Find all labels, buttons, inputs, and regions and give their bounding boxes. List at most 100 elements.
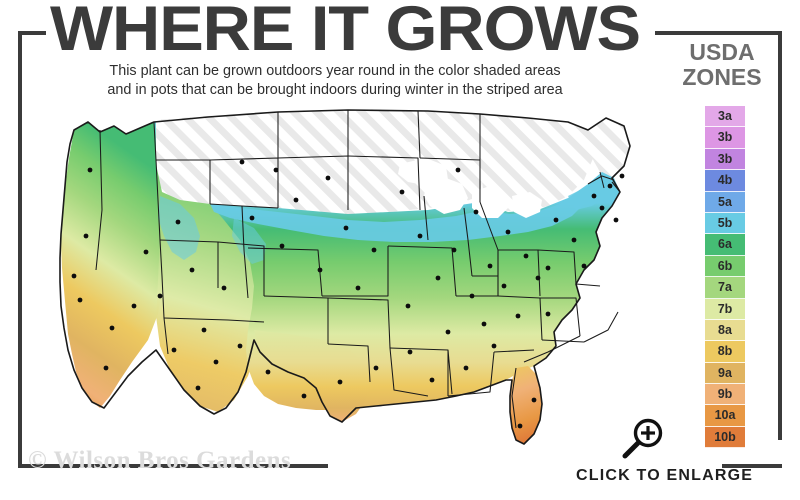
click-to-enlarge-label[interactable]: CLICK TO ENLARGE [576,467,754,484]
city-dot [371,247,377,253]
city-dot [407,349,413,355]
legend-heading-line-1: USDA [689,39,755,65]
legend-swatch-6b-7: 6b [705,255,745,278]
city-dot [373,365,379,371]
magnifier-plus-icon[interactable] [614,417,670,463]
subtitle-line-1: This plant can be grown outdoors year ro… [109,63,561,79]
city-dot [325,175,331,181]
city-dot [249,215,255,221]
watermark: © Wilson Bros Gardens [28,447,292,474]
city-dot [463,365,469,371]
city-dot [599,205,605,211]
city-dot [517,423,523,429]
city-dot [293,197,299,203]
city-dot [337,379,343,385]
city-dot [175,219,181,225]
city-dot [491,343,497,349]
city-dot [195,385,201,391]
legend-swatch-10b-15: 10b [705,426,745,449]
legend-swatch-7b-9: 7b [705,298,745,320]
legend-swatch-3a-0: 3a [705,106,745,128]
mountain-west-region [154,110,484,412]
legend-heading-line-2: ZONES [682,63,762,90]
usda-zone-legend: 3a 3b 3b 4b 5a 5b 6a 6b 7a 7b 8a 8b 9a 9b 10a 10b [705,106,745,449]
city-dot [273,167,279,173]
legend-swatch-6a-6: 6a [705,234,745,256]
legend-swatch-3b-2: 3b [705,148,745,171]
city-dot [77,297,83,303]
legend-swatch-9a-12: 9a [705,362,745,385]
city-dot [355,285,361,291]
city-dot [487,263,493,269]
city-dot [399,189,405,195]
texas-region [254,330,370,422]
city-dot [429,377,435,383]
city-dot [87,167,93,173]
frame-top-right-border [655,31,782,35]
west-color-region [61,122,164,408]
city-dot [505,229,511,235]
city-dot [469,293,475,299]
great-lakes [398,158,542,218]
city-dot [83,233,89,239]
legend-swatch-5b-5: 5b [705,212,745,235]
legend-swatch-10a-14: 10a [705,405,745,427]
city-dot [71,273,77,279]
city-dot [545,265,551,271]
city-dot [143,249,149,255]
city-dot [545,311,551,317]
frame-right-border [778,31,782,440]
florida-region [510,366,542,444]
city-dot [103,365,109,371]
city-dot [201,327,207,333]
city-dot [613,217,619,223]
city-dot [515,313,521,319]
city-dot [445,329,451,335]
city-dot [455,167,461,173]
subtitle: This plant can be grown outdoors year ro… [30,62,640,100]
city-dot [109,325,115,331]
city-dot [239,159,245,165]
city-dot [301,393,307,399]
legend-swatch-7a-8: 7a [705,277,745,299]
page-title: WHERE IT GROWS [50,0,641,64]
legend-swatch-9b-13: 9b [705,384,745,406]
city-dot [435,275,441,281]
legend-swatch-8b-11: 8b [705,341,745,363]
city-dot [473,209,479,215]
city-dot [317,267,323,273]
city-dot [131,303,137,309]
city-dot [619,173,625,179]
legend-heading: USDA ZONES [668,40,776,89]
city-dot [581,263,587,269]
city-dot [591,193,597,199]
legend-swatch-4b-3: 4b [705,170,745,192]
city-dot [523,253,529,259]
frame-top-left-border [18,31,46,35]
national-outline [59,109,631,445]
city-dot [553,217,559,223]
legend-swatch-3b-1: 3b [705,127,745,149]
city-dot [405,303,411,309]
city-dot [501,283,507,289]
city-dot [171,347,177,353]
city-dot [189,267,195,273]
subtitle-line-2: and in pots that can be brought indoors … [107,82,563,99]
city-dot [535,275,541,281]
usda-hardiness-map[interactable] [28,100,668,450]
legend-swatch-8a-10: 8a [705,319,745,342]
city-dot [221,285,227,291]
frame-left-border [18,31,22,468]
city-dot [343,225,349,231]
city-dot [265,369,271,375]
city-dot [237,343,243,349]
frame-bottom-left-border [18,464,328,468]
frame-bottom-right-border [722,464,782,468]
city-dot [481,321,487,327]
city-dot [571,237,577,243]
city-dot [279,243,285,249]
city-dot [213,359,219,365]
city-dots [71,159,625,429]
city-dot [451,247,457,253]
